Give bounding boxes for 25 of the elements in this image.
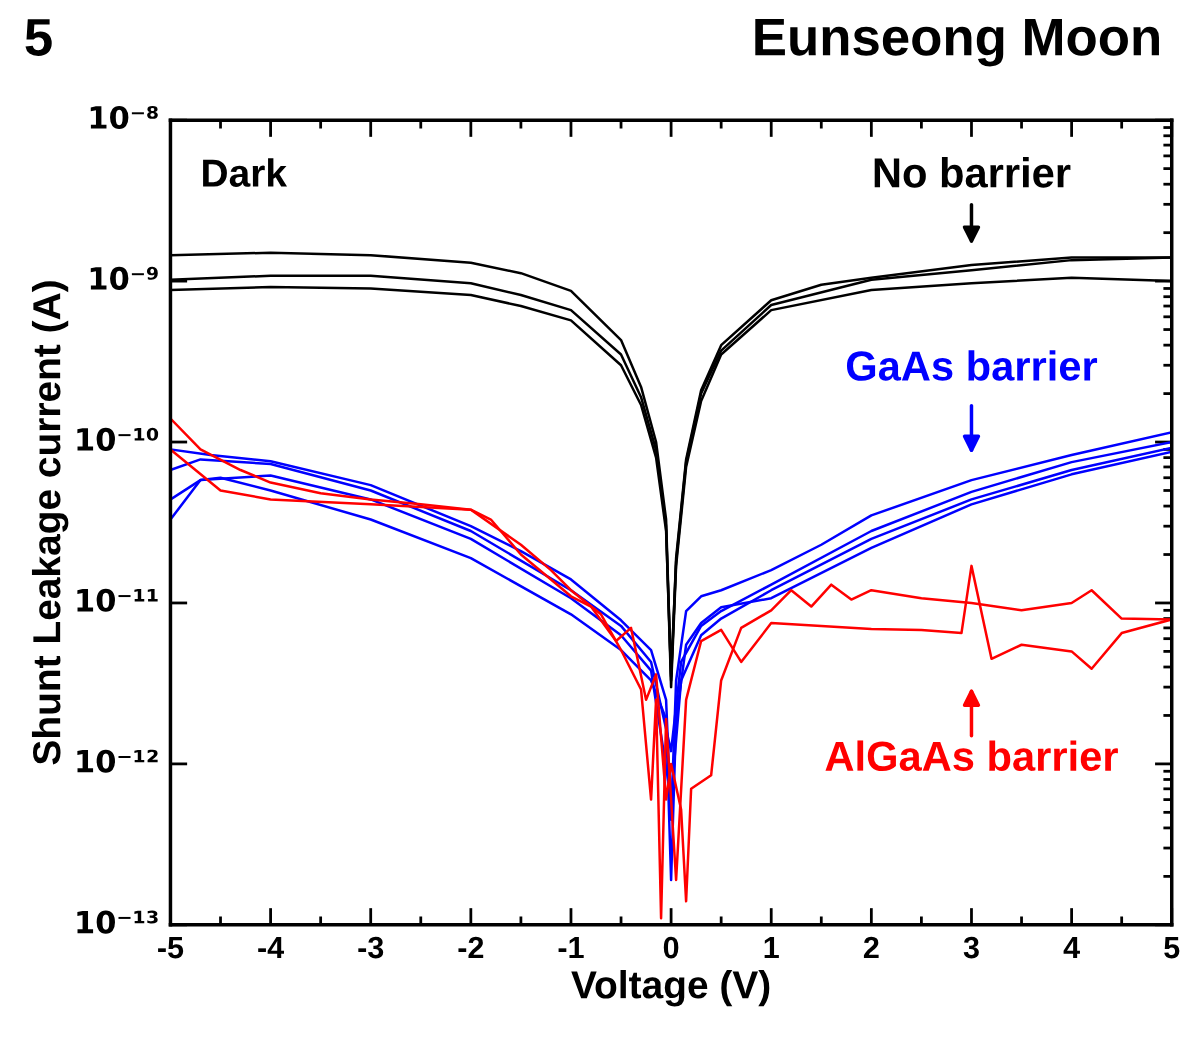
- annotation: AlGaAs barrier: [825, 740, 1118, 772]
- x-tick-label: -4: [258, 937, 285, 959]
- x-axis-title: Voltage (V): [571, 969, 770, 1007]
- annotation: GaAs barrier: [846, 350, 1098, 381]
- y-tick-label: 10⁻¹³: [77, 910, 158, 934]
- annotation: No barrier: [874, 157, 1071, 188]
- annotation: Dark: [203, 158, 288, 187]
- x-tick-label: 3: [963, 936, 979, 959]
- y-tick-label: 10⁻¹²: [77, 749, 158, 773]
- y-tick-label: 10⁻¹¹: [77, 588, 158, 612]
- x-tick-label: 2: [863, 936, 879, 959]
- y-tick-label: 10⁻⁸: [90, 105, 158, 130]
- x-tick-label: -2: [458, 936, 484, 959]
- x-tick-label: 0: [663, 936, 679, 959]
- y-tick-label: 10⁻¹⁰: [77, 427, 159, 451]
- x-tick-label: -1: [558, 937, 584, 959]
- text: 5: [25, 19, 52, 56]
- y-tick-label: 10⁻⁹: [90, 266, 158, 290]
- x-tick-label: 4: [1063, 937, 1080, 959]
- y-axis-title: Shunt Leakage current (A): [31, 281, 69, 765]
- x-tick-label: -3: [358, 936, 384, 959]
- x-tick-label: 5: [1164, 937, 1180, 959]
- x-tick-label: -5: [158, 937, 184, 959]
- x-tick-label: 1: [764, 937, 779, 959]
- chart-title: Eunseong Moon: [755, 18, 1159, 67]
